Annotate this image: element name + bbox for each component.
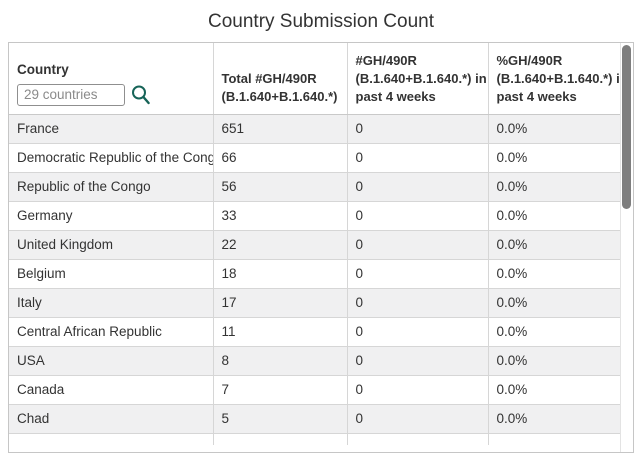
cell-recent: 0 [346,230,488,260]
cell-recent-pct: 0.0% [487,230,633,260]
cell-country: Republic of the Congo [9,172,213,202]
cell-recent-pct: 0.0% [487,288,633,318]
cell-recent: 0 [346,288,488,318]
header-row: Country Total #GH/490R (B.1.640+B.1.640.… [9,43,633,115]
country-search-input[interactable] [17,83,125,106]
table-row-germany: Germany 33 0 0.0% [9,201,633,231]
vertical-scrollbar-track[interactable] [620,43,633,452]
cell-total: 17 [212,288,347,318]
cell-total: 5 [212,404,347,434]
cell-recent: 0 [346,143,488,173]
cell-country: France [9,114,213,144]
cell-total: 18 [212,259,347,289]
cell-total: 7 [212,375,347,405]
search-icon[interactable] [130,84,152,106]
table-row-italy: Italy 17 0 0.0% [9,288,633,318]
cell-total: 33 [212,201,347,231]
cell-country [9,433,213,445]
cell-recent: 0 [346,404,488,434]
table-row-canada: Canada 7 0 0.0% [9,375,633,405]
header-line: Total #GH/490R [221,70,317,86]
cell-recent-pct: 0.0% [487,143,633,173]
header-line: past 4 weeks [355,88,436,104]
column-header-country: Country [9,43,213,115]
cell-recent-pct: 0.0% [487,404,633,434]
cell-total: 11 [212,317,347,347]
cell-country: Democratic Republic of the Congo [9,143,213,173]
header-line: #GH/490R [355,52,417,68]
cell-recent-pct: 0.0% [487,114,633,144]
table-row-chad: Chad 5 0 0.0% [9,404,633,434]
header-line: (B.1.640+B.1.640.*) [221,88,338,104]
table-row-central-african-republic: Central African Republic 11 0 0.0% [9,317,633,347]
table-row-usa: USA 8 0 0.0% [9,346,633,376]
cell-country: Central African Republic [9,317,213,347]
cell-recent: 0 [346,375,488,405]
cell-recent: 0 [346,201,488,231]
cell-total: 56 [212,172,347,202]
country-search-box [17,83,205,106]
header-line: (B.1.640+B.1.640.*) in [496,70,628,86]
column-header-recent-count: #GH/490R (B.1.640+B.1.640.*) in past 4 w… [346,43,488,115]
cell-recent [346,433,488,445]
cell-total: 651 [212,114,347,144]
table-row-belgium: Belgium 18 0 0.0% [9,259,633,289]
cell-country: Belgium [9,259,213,289]
cell-country: United Kingdom [9,230,213,260]
table-row-united-kingdom: United Kingdom 22 0 0.0% [9,230,633,260]
cell-total: 66 [212,143,347,173]
header-line: (B.1.640+B.1.640.*) in [355,70,487,86]
cell-recent: 0 [346,346,488,376]
table-body: France 651 0 0.0% Democratic Republic of… [9,114,633,445]
cell-country: Canada [9,375,213,405]
cell-total: 22 [212,230,347,260]
header-line: past 4 weeks [496,88,577,104]
cell-recent-pct: 0.0% [487,259,633,289]
cell-total [212,433,347,445]
cell-recent: 0 [346,317,488,347]
data-table: Country Total #GH/490R (B.1.640+B.1.640.… [9,43,633,445]
column-header-total: Total #GH/490R (B.1.640+B.1.640.*) [212,43,347,115]
cell-recent-pct: 0.0% [487,346,633,376]
cell-recent-pct: 0.0% [487,172,633,202]
header-line: %GH/490R [496,52,563,68]
cell-country: USA [9,346,213,376]
cell-recent-pct: 0.0% [487,375,633,405]
cell-recent-pct: 0.0% [487,317,633,347]
table-row-drc: Democratic Republic of the Congo 66 0 0.… [9,143,633,173]
cell-country: Chad [9,404,213,434]
cell-country: Italy [9,288,213,318]
cell-recent: 0 [346,259,488,289]
table-row-republic-of-congo: Republic of the Congo 56 0 0.0% [9,172,633,202]
cell-recent-pct: 0.0% [487,201,633,231]
cell-recent: 0 [346,114,488,144]
cell-recent: 0 [346,172,488,202]
table-row-france: France 651 0 0.0% [9,114,633,144]
country-submission-table: Country Total #GH/490R (B.1.640+B.1.640.… [8,42,634,453]
cell-country: Germany [9,201,213,231]
column-header-recent-percent: %GH/490R (B.1.640+B.1.640.*) in past 4 w… [487,43,633,115]
cell-recent-pct [487,433,633,445]
page-title: Country Submission Count [208,11,434,32]
table-row-partial [9,433,633,445]
country-header-label: Country [17,61,69,77]
vertical-scrollbar-thumb[interactable] [622,45,631,209]
cell-total: 8 [212,346,347,376]
